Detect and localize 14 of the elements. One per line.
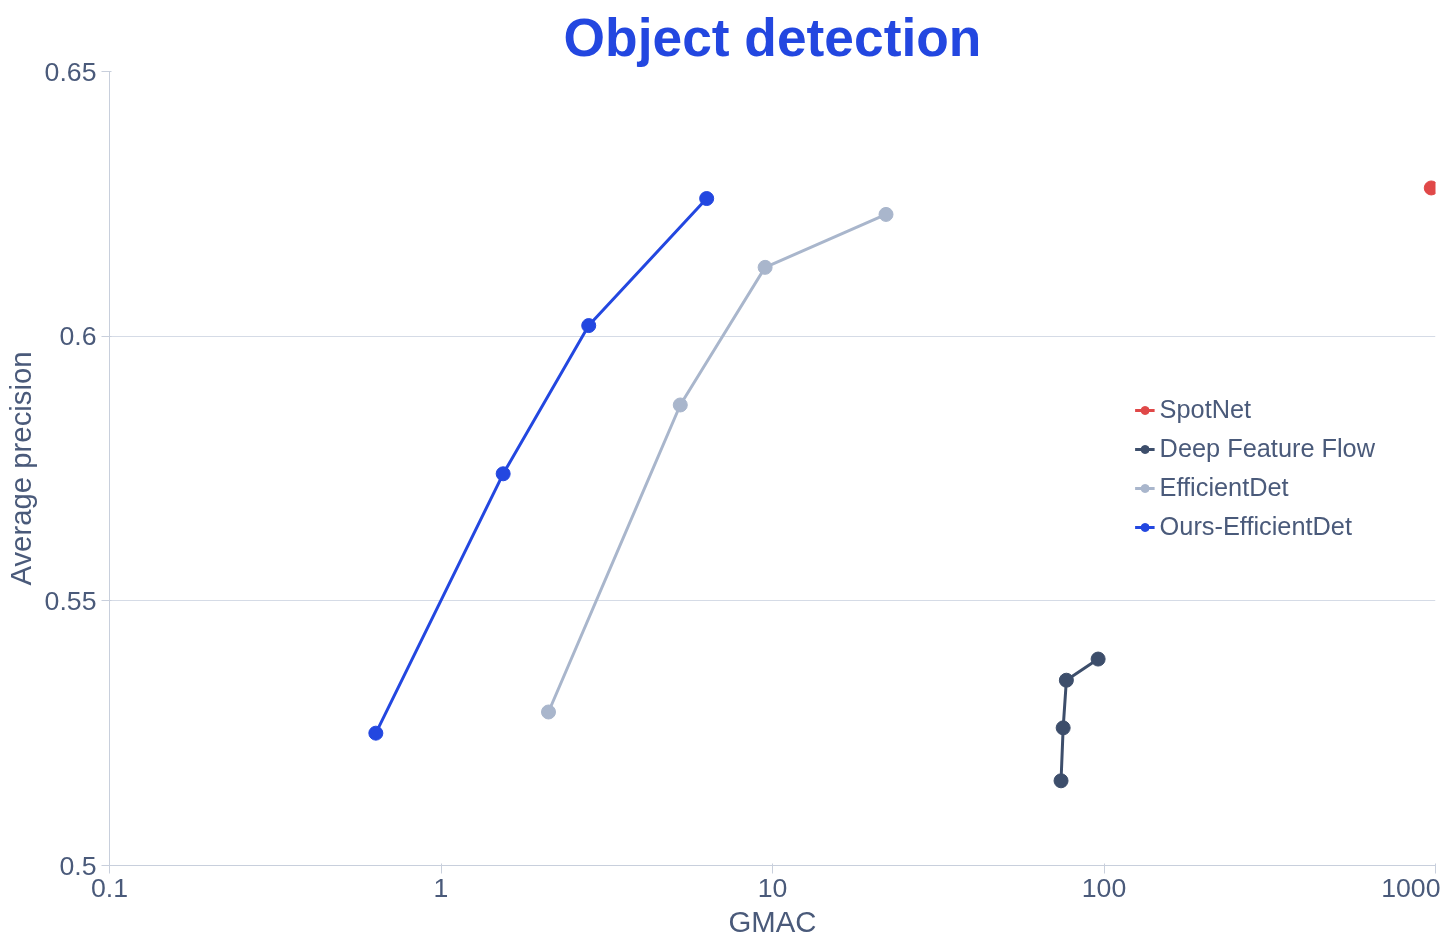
x-axis-title: GMAC [728,904,817,938]
y-axis-title: Average precision [3,351,37,586]
legend-label: EfficientDet [1159,473,1289,502]
x-tick-label: 10 [757,872,788,903]
legend-label: SpotNet [1159,395,1252,424]
legend-label: Deep Feature Flow [1159,434,1375,463]
x-tick-label: 1000 [1381,872,1441,903]
y-tick-label: 0.55 [44,585,97,616]
chart-title: Object detection [563,7,982,67]
x-tick-label: 1 [433,872,449,903]
y-tick-label: 0.65 [44,56,97,87]
legend-label: Ours-EfficientDet [1159,512,1352,541]
x-tick-label: 100 [1081,872,1127,903]
y-tick-label: 0.6 [59,321,97,352]
